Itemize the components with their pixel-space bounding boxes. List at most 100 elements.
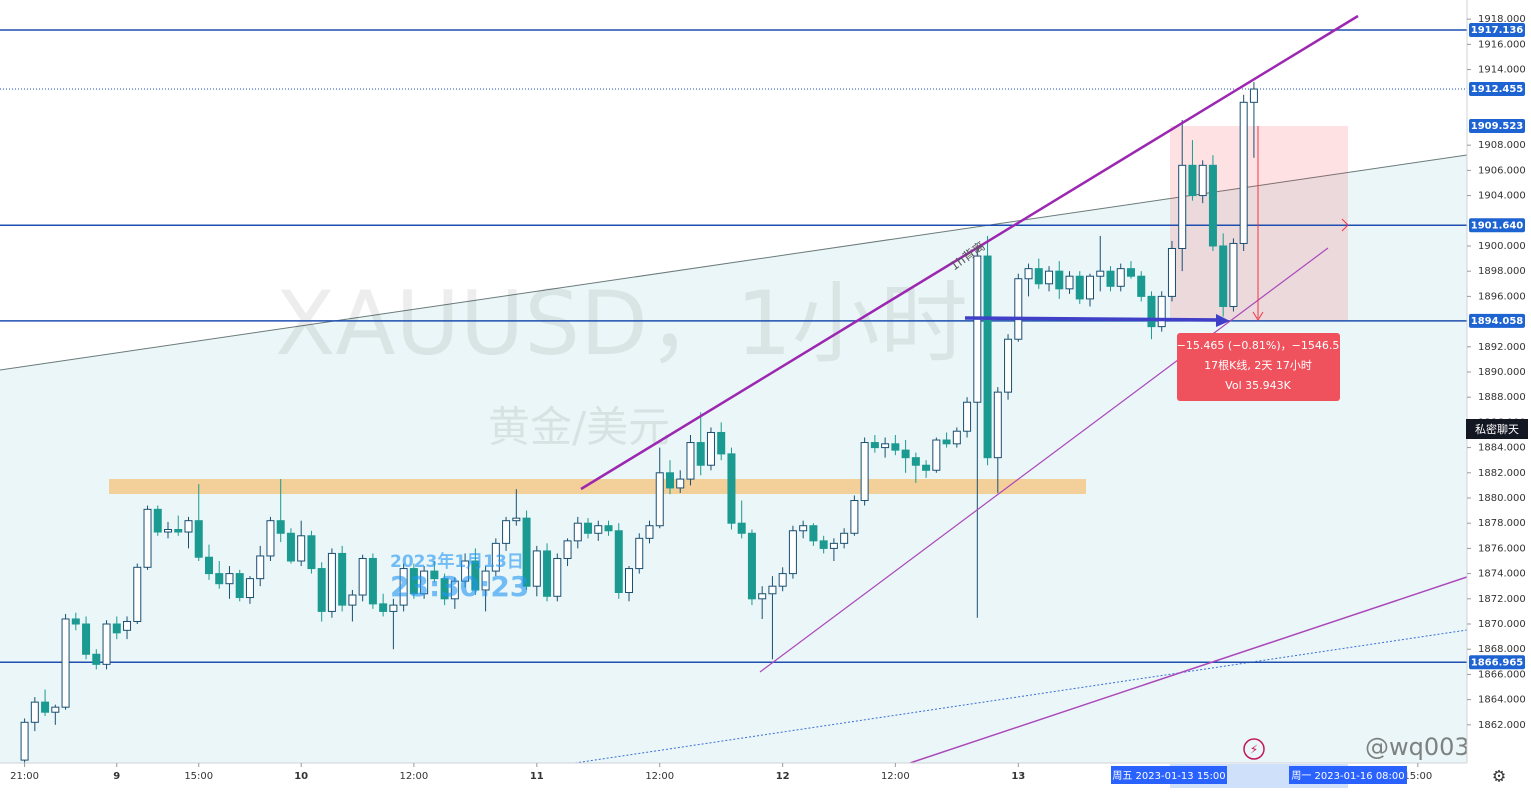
candle-body bbox=[932, 439, 941, 471]
candle-body bbox=[389, 604, 398, 612]
candle-body bbox=[901, 449, 910, 459]
candle-body bbox=[563, 540, 572, 559]
candle-body bbox=[133, 566, 142, 622]
candle-body bbox=[41, 701, 50, 713]
channel-line bbox=[0, 154, 1467, 371]
candle-body bbox=[788, 530, 797, 575]
y-tick-label: 1882.000 bbox=[1478, 468, 1526, 479]
candle-body bbox=[891, 443, 900, 451]
candle-body bbox=[942, 439, 951, 445]
y-tick-label: 1914.000 bbox=[1478, 65, 1526, 76]
candle-body bbox=[1096, 270, 1105, 277]
x-tick-label: 12:00 bbox=[399, 771, 428, 782]
candle-body bbox=[1045, 270, 1054, 285]
event-icon[interactable] bbox=[1243, 738, 1265, 760]
candle-body bbox=[973, 255, 982, 403]
candle-body bbox=[1055, 270, 1064, 290]
price-level-box bbox=[1469, 82, 1525, 97]
time-marker-label: 周五 2023-01-13 15:00 bbox=[1112, 770, 1225, 782]
candle-body bbox=[194, 520, 203, 558]
candle-body bbox=[676, 478, 685, 489]
price-level-label: 1909.523 bbox=[1471, 121, 1524, 132]
time-marker bbox=[1289, 766, 1407, 784]
candle-body bbox=[491, 542, 500, 572]
candle-body bbox=[440, 578, 449, 600]
y-tick-label: 1874.000 bbox=[1478, 569, 1526, 580]
price-level-box bbox=[1469, 23, 1525, 38]
y-tick-label: 1868.000 bbox=[1478, 644, 1526, 655]
candle-body bbox=[502, 520, 511, 544]
y-tick-label: 1876.000 bbox=[1478, 543, 1526, 554]
candle-body bbox=[153, 508, 162, 533]
candle-body bbox=[112, 623, 121, 634]
price-level-box bbox=[1469, 218, 1525, 233]
candle-body bbox=[51, 706, 60, 713]
candle-body bbox=[399, 568, 408, 606]
measure-arrow bbox=[1252, 311, 1264, 321]
candle-body bbox=[348, 594, 357, 606]
candle-body bbox=[870, 442, 879, 449]
candle-body bbox=[1147, 295, 1156, 328]
candle-body bbox=[829, 542, 838, 549]
candle-body bbox=[963, 401, 972, 432]
candle-body bbox=[768, 585, 777, 595]
candle-body bbox=[102, 623, 111, 665]
settings-icon[interactable]: ⚙ bbox=[1492, 767, 1506, 786]
y-tick-label: 1898.000 bbox=[1478, 266, 1526, 277]
candle-body bbox=[358, 557, 367, 596]
candle-body bbox=[1086, 275, 1095, 300]
candle-body bbox=[532, 550, 541, 587]
candle-body bbox=[1075, 275, 1084, 300]
price-level-label: 1866.965 bbox=[1471, 657, 1524, 668]
candle-body bbox=[61, 618, 70, 708]
watermark-name: 黄金/美元 bbox=[488, 403, 670, 452]
chat-button-label: 私密聊天 bbox=[1475, 422, 1519, 436]
candle-body bbox=[30, 701, 39, 723]
candle-body bbox=[706, 431, 715, 466]
price-level-label: 1894.058 bbox=[1471, 316, 1524, 327]
y-tick-label: 1878.000 bbox=[1478, 518, 1526, 529]
candle-body bbox=[635, 537, 644, 570]
candle-body bbox=[420, 570, 429, 595]
y-tick-label: 1864.000 bbox=[1478, 695, 1526, 706]
y-tick-label: 1904.000 bbox=[1478, 191, 1526, 202]
candle-body bbox=[1116, 268, 1125, 287]
replay-date: 2023年1月13日 bbox=[390, 551, 524, 572]
candle-body bbox=[1188, 164, 1197, 197]
chat-button[interactable] bbox=[1466, 419, 1528, 439]
candle-body bbox=[584, 522, 593, 534]
candle-body bbox=[1126, 268, 1135, 277]
candle-body bbox=[1157, 295, 1166, 328]
candle-body bbox=[235, 573, 244, 599]
candle-body bbox=[727, 453, 736, 524]
trend-line bbox=[580, 14, 1359, 491]
candle-body bbox=[461, 560, 470, 582]
measure-box bbox=[1177, 333, 1340, 401]
candle-body bbox=[286, 532, 295, 562]
candle-body bbox=[1229, 242, 1238, 307]
candle-body bbox=[778, 573, 787, 587]
candle-body bbox=[245, 578, 254, 599]
candle-body bbox=[327, 552, 336, 612]
y-tick-label: 1862.000 bbox=[1478, 720, 1526, 731]
candle-body bbox=[809, 525, 818, 542]
trend-line bbox=[759, 247, 1329, 673]
candle-body bbox=[522, 517, 531, 587]
price-level-label: 1901.640 bbox=[1471, 220, 1524, 231]
candle-body bbox=[747, 532, 756, 600]
time-marker bbox=[1111, 766, 1227, 784]
x-tick-label: 13 bbox=[1011, 771, 1025, 782]
candle-body bbox=[799, 525, 808, 532]
candle-body bbox=[1014, 278, 1023, 340]
candle-body bbox=[1198, 164, 1207, 197]
x-tick-label: 15:00 bbox=[1403, 771, 1432, 782]
watermark-symbol: XAUUSD，1小时 bbox=[275, 272, 968, 375]
price-level-box bbox=[1469, 118, 1525, 133]
candle-body bbox=[71, 618, 80, 625]
candle-body bbox=[368, 557, 377, 605]
candle-body bbox=[1065, 275, 1074, 290]
measure-text: 17根K线, 2天 17小时 bbox=[1204, 358, 1312, 372]
candle-body bbox=[717, 431, 726, 455]
x-tick-label: 15:00 bbox=[184, 771, 213, 782]
candle-body bbox=[983, 255, 992, 459]
